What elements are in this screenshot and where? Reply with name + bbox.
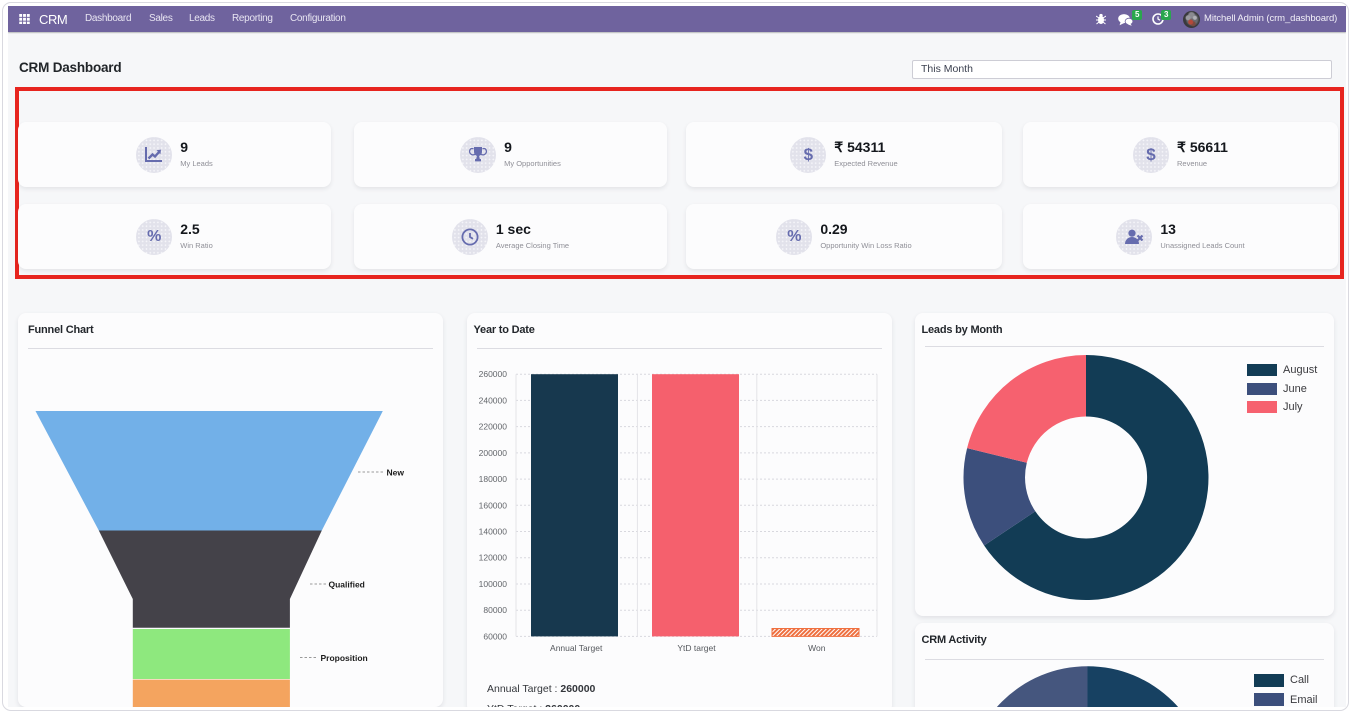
- svg-text:YtD Target : 260000: YtD Target : 260000: [487, 703, 580, 707]
- svg-text:60000: 60000: [483, 631, 507, 641]
- svg-text:80000: 80000: [483, 605, 507, 615]
- svg-text:YtD target: YtD target: [677, 643, 716, 653]
- svg-text:Qualified: Qualified: [329, 580, 365, 590]
- svg-text:200000: 200000: [479, 448, 508, 458]
- svg-text:100000: 100000: [479, 579, 508, 589]
- svg-text:180000: 180000: [479, 474, 508, 484]
- svg-text:240000: 240000: [479, 395, 508, 405]
- svg-text:New: New: [387, 468, 405, 478]
- svg-text:140000: 140000: [479, 527, 508, 537]
- svg-text:120000: 120000: [479, 553, 508, 563]
- svg-text:Proposition: Proposition: [321, 653, 368, 663]
- svg-text:Annual Target: Annual Target: [550, 643, 603, 653]
- svg-text:220000: 220000: [479, 422, 508, 432]
- svg-text:Won: Won: [808, 643, 826, 653]
- svg-text:Annual Target : 260000: Annual Target : 260000: [487, 683, 596, 695]
- svg-text:160000: 160000: [479, 500, 508, 510]
- svg-text:260000: 260000: [479, 369, 508, 379]
